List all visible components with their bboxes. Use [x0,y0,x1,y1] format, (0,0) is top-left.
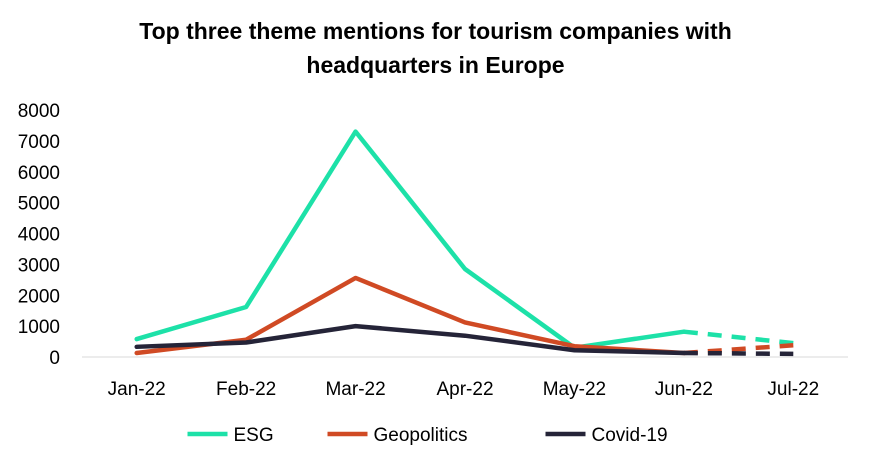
series-line-projected [683,343,794,356]
legend-label: ESG [234,425,274,446]
x-tick-label: Apr-22 [436,379,493,400]
x-tick-label: Jul-22 [767,379,819,400]
y-axis: 0 1000 2000 3000 4000 5000 6000 7000 8000 [18,101,60,369]
y-tick-label: 6000 [18,163,60,184]
series-layer [134,129,794,357]
legend-label: Geopolitics [374,425,468,446]
x-tick-label: Jan-22 [108,379,166,400]
chart-title-line-2: headquarters in Europe [306,52,565,78]
x-tick-label: Mar-22 [325,379,385,400]
series-line [134,323,687,356]
y-tick-label: 2000 [18,286,60,307]
legend: ESG Geopolitics Covid-19 [187,425,668,446]
y-tick-label: 0 [49,348,60,369]
legend-label: Covid-19 [592,425,668,446]
x-tick-label: Feb-22 [216,379,276,400]
y-tick-label: 4000 [18,225,60,246]
y-tick-label: 7000 [18,132,60,153]
x-tick-label: May-22 [543,379,606,400]
chart-title: Top three theme mentions for tourism com… [0,14,871,82]
series-line [134,129,687,350]
y-tick-label: 3000 [18,255,60,276]
y-tick-label: 8000 [18,101,60,122]
series-line-projected [683,350,794,357]
y-tick-label: 5000 [18,194,60,215]
series-line-projected [683,329,794,346]
x-axis: Jan-22 Feb-22 Mar-22 Apr-22 May-22 Jun-22 Jul-… [108,379,820,400]
x-tick-label: Jun-22 [655,379,713,400]
chart-title-line-1: Top three theme mentions for tourism com… [139,18,732,44]
y-tick-label: 1000 [18,317,60,338]
